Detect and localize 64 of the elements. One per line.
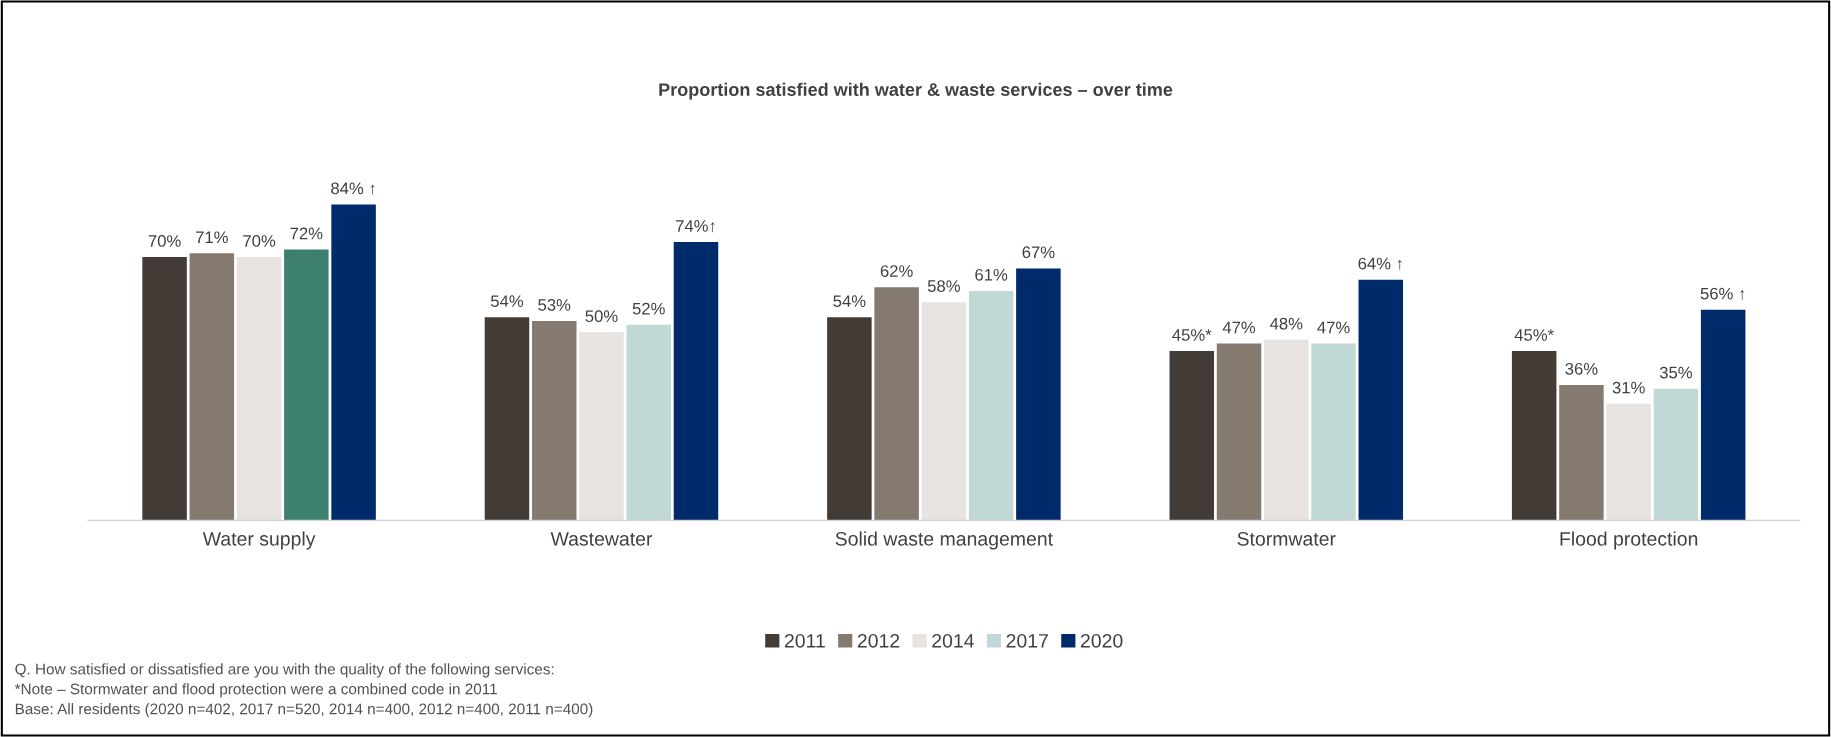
bar (1653, 388, 1699, 521)
x-tick-label: Solid waste management (835, 531, 1053, 550)
legend-label: 2014 (932, 633, 974, 648)
data-label: 54% (490, 295, 524, 308)
legend-label: 2017 (1006, 633, 1048, 648)
bar (1700, 309, 1746, 521)
data-label: 31% (1612, 381, 1645, 394)
bar (921, 302, 967, 521)
bar (1264, 339, 1309, 521)
data-label: 61% (975, 268, 1008, 281)
data-label: 70% (148, 235, 181, 247)
data-label: 52% (632, 302, 665, 315)
bar (1016, 268, 1061, 521)
x-tick-label: Flood protection (1560, 531, 1698, 550)
bar (968, 290, 1014, 521)
bar (673, 242, 719, 521)
x-tick-label: Wastewater (550, 532, 653, 546)
data-label: 50% (585, 310, 618, 323)
legend-label: 2012 (857, 633, 900, 648)
bar (236, 257, 282, 521)
data-label: 74%↑ (675, 220, 715, 233)
bar (1311, 343, 1356, 521)
x-tick-label: Stormwater (1237, 531, 1336, 546)
data-label: 47% (1317, 321, 1350, 334)
x-tick-label: Water supply (202, 531, 316, 550)
legend-label: 2011 (784, 633, 825, 648)
bar (1216, 343, 1262, 521)
data-label: 72% (290, 227, 323, 240)
data-label: 45%* (1172, 329, 1212, 341)
bar (626, 324, 671, 521)
bar (1559, 384, 1604, 521)
data-label: 71% (196, 231, 228, 244)
data-label: 58% (927, 280, 960, 292)
text: Base: All residents (2020 n=402, 2017 n=520, 2014 n=400, 2012 n=400, 2011 n=400) (15, 703, 593, 718)
data-label: 84% ↑ (331, 182, 375, 195)
data-label: 45%* (1514, 329, 1554, 341)
data-label: 54% (833, 295, 866, 308)
bar (1606, 403, 1651, 521)
bar (827, 317, 872, 521)
bar (189, 253, 235, 521)
data-label: 67% (1022, 246, 1055, 259)
bar (1511, 351, 1557, 521)
bar (1169, 351, 1215, 521)
text: Q. How satisfied or dissatisfied are you with the quality of the following services: (15, 663, 554, 678)
data-label: 53% (538, 298, 571, 311)
bar (331, 204, 376, 521)
bar (1358, 279, 1404, 521)
bar (284, 249, 329, 521)
bar (142, 257, 187, 521)
bar (874, 287, 919, 521)
data-label: 35% (1659, 366, 1693, 379)
text: *Note – Stormwater and flood protection were a combined code in 2011 (14, 683, 497, 698)
data-label: 36% (1565, 362, 1598, 375)
legend-label: 2020 (1080, 633, 1123, 648)
bar (531, 321, 577, 521)
data-label: 70% (243, 235, 276, 247)
bar (484, 317, 530, 521)
data-label: 48% (1269, 317, 1303, 330)
data-label: 64% ↑ (1358, 257, 1402, 270)
data-label: 56% ↑ (1700, 287, 1745, 300)
data-label: 47% (1222, 321, 1256, 334)
bar (579, 332, 624, 521)
data-label: 62% (880, 265, 913, 277)
chart-title: Proportion satisfied with water & waste services – over time (659, 82, 1173, 100)
